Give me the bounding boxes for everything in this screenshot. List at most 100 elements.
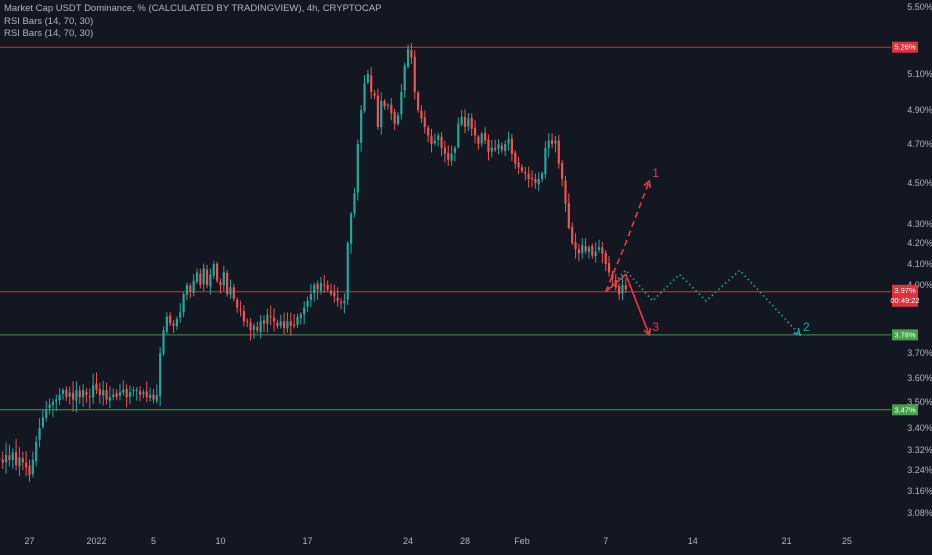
candle-body [246,321,248,322]
candle-body [457,124,459,147]
candle-body [142,392,144,394]
x-tick-label: 24 [403,536,413,546]
candle-body [390,105,392,114]
candle-body [377,96,379,127]
y-tick-label: 4.20% [907,238,932,248]
candle-body [414,57,416,92]
candle-body [373,93,375,95]
price-countdown: 00:49:22 [890,296,919,305]
candle-body [574,242,576,249]
candle-body [350,214,352,244]
chart-title[interactable]: Market Cap USDT Dominance, % (CALCULATED… [4,3,381,16]
indicator-rsi-bars-2[interactable]: RSI Bars (14, 70, 30) [4,28,381,41]
candle-body [581,245,583,253]
y-tick-label: 3.32% [907,445,932,455]
candle-body [92,385,94,397]
candle-body [236,300,238,308]
candle-body [250,322,252,330]
candle-body [588,247,590,252]
y-tick-label: 4.50% [907,178,932,188]
candle-body [507,139,509,144]
candle-body [243,311,245,321]
candle-body [290,321,292,325]
x-tick-label: 28 [460,536,470,546]
candle-body [370,75,372,92]
candle-body [126,389,128,397]
candle-body [561,163,563,179]
candle-body [591,246,593,256]
candle-body [283,321,285,328]
candle-body [25,462,27,467]
candle-body [447,153,449,160]
candle-body [598,247,600,250]
candle-body [367,74,369,83]
candle-body [159,353,161,396]
candle-body [129,392,131,396]
candle-body [89,396,91,397]
candle-body [38,428,40,440]
y-tick-label: 3.60% [907,373,932,383]
candle-body [223,272,225,285]
candle-body [42,418,44,427]
candle-body [149,395,151,398]
candle-body [511,139,513,154]
candle-body [608,263,610,272]
candle-body [501,145,503,149]
candle-body [35,442,37,461]
candle-body [156,395,158,401]
candle-body [541,173,543,179]
candle-body [12,453,14,461]
candle-body [451,154,453,161]
x-tick-label: 17 [303,536,313,546]
candle-body [487,140,489,152]
candle-body [481,134,483,144]
candle-body [169,316,171,324]
y-tick-label: 3.24% [907,465,932,475]
y-tick-label: 3.70% [907,348,932,358]
candle-body [464,117,466,127]
candle-body [387,105,389,106]
level-badge-value: 5.26% [894,43,916,52]
candle-body [320,283,322,291]
candle-body [105,390,107,399]
candle-body [353,193,355,213]
level-badge-value: 3.47% [894,405,916,414]
candle-body [300,314,302,317]
candle-body [551,140,553,144]
candle-body [625,285,627,289]
candle-body [347,243,349,300]
candle-body [239,309,241,310]
candle-body [357,144,359,193]
candle-body [102,390,104,396]
y-tick-label: 5.50% [907,2,932,12]
candle-body [82,390,84,397]
candle-body [75,390,77,401]
candle-body [384,101,386,106]
candle-body [45,410,47,418]
candle-body [437,136,439,140]
candle-body [440,137,442,148]
candle-body [430,136,432,144]
candle-body [595,251,597,256]
indicator-rsi-bars-1[interactable]: RSI Bars (14, 70, 30) [4,16,381,29]
candle-body [605,253,607,264]
candle-body [404,66,406,91]
candle-body [72,393,74,400]
candle-body [601,247,603,253]
candle-body [528,174,530,179]
candle-body [337,298,339,301]
candle-body [434,141,436,144]
candle-body [146,391,148,397]
level-badge-value: 3.78% [894,330,916,339]
candle-body [491,148,493,152]
chart-legend: Market Cap USDT Dominance, % (CALCULATED… [4,3,381,41]
candle-body [69,392,71,396]
candle-body [424,117,426,127]
candle-body [193,281,195,293]
candle-body [621,285,623,293]
candle-body [213,264,215,276]
candle-body [327,285,329,289]
